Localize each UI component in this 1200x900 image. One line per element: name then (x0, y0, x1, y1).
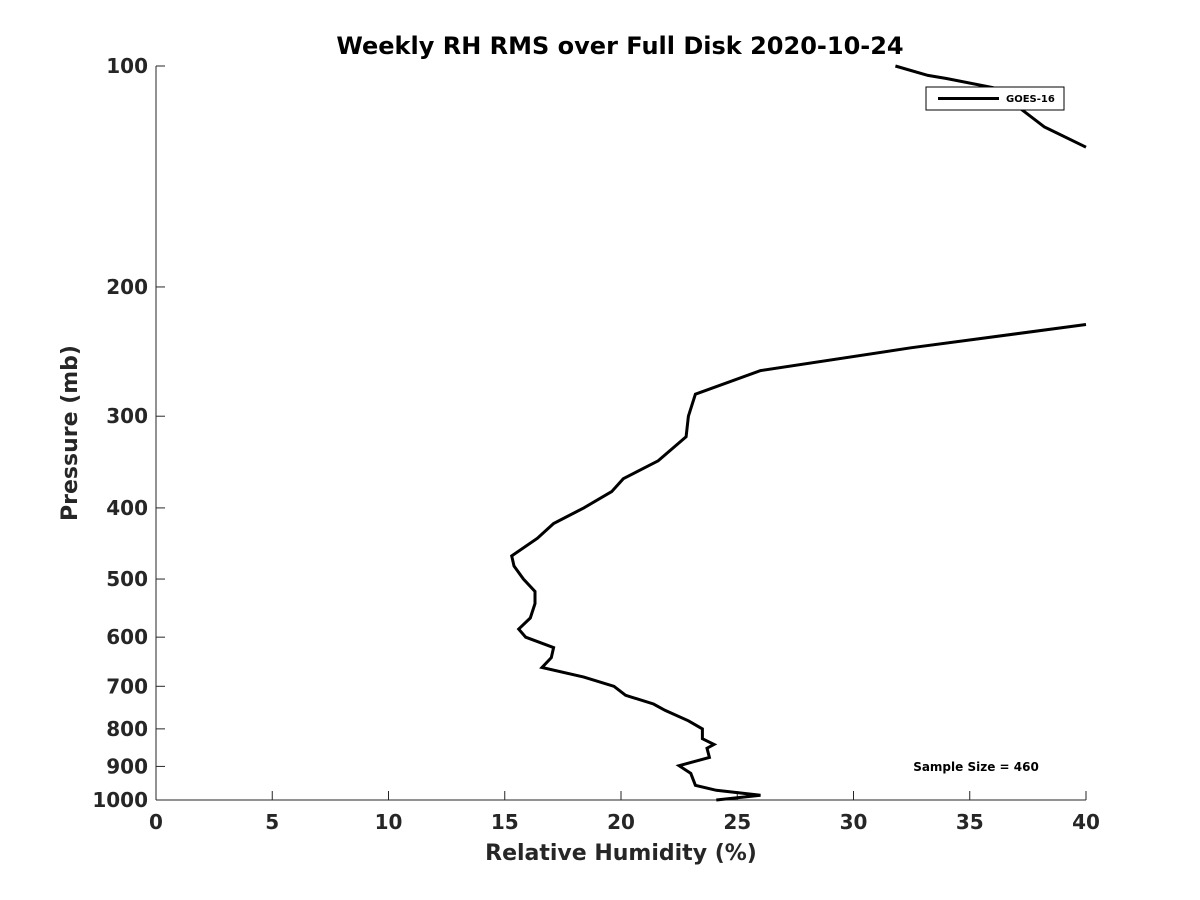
y-tick-label: 400 (106, 496, 148, 520)
y-tick-label: 600 (106, 625, 148, 649)
y-tick-label: 1000 (92, 788, 148, 812)
y-tick-label: 800 (106, 717, 148, 741)
x-ticks: 0 5 10 15 20 25 30 35 40 (149, 791, 1100, 834)
series-line-goes16 (510, 323, 1087, 802)
chart-title: Weekly RH RMS over Full Disk 2020-10-24 (336, 32, 903, 60)
legend-entry-goes16: GOES-16 (1006, 94, 1055, 105)
series-layer (510, 64, 1087, 802)
x-tick-label: 40 (1072, 810, 1100, 834)
y-ticks: 100 200 300 400 500 600 700 800 900 1000 (92, 54, 165, 812)
x-tick-label: 10 (375, 810, 403, 834)
x-axis-label: Relative Humidity (%) (485, 841, 757, 866)
x-tick-label: 20 (607, 810, 635, 834)
y-tick-label: 200 (106, 275, 148, 299)
y-tick-label: 900 (106, 754, 148, 778)
series-line-goes16 (894, 64, 1087, 149)
x-tick-label: 5 (265, 810, 279, 834)
y-axis-label: Pressure (mb) (58, 345, 83, 521)
y-tick-label: 700 (106, 674, 148, 698)
x-tick-label: 30 (840, 810, 868, 834)
sample-size-annotation: Sample Size = 460 (913, 760, 1039, 774)
y-tick-label: 100 (106, 54, 148, 78)
x-tick-label: 25 (723, 810, 751, 834)
x-tick-label: 35 (956, 810, 984, 834)
x-tick-label: 15 (491, 810, 519, 834)
y-tick-label: 500 (106, 567, 148, 591)
y-tick-label: 300 (106, 404, 148, 428)
legend: GOES-16 (925, 86, 1065, 111)
x-tick-label: 0 (149, 810, 163, 834)
